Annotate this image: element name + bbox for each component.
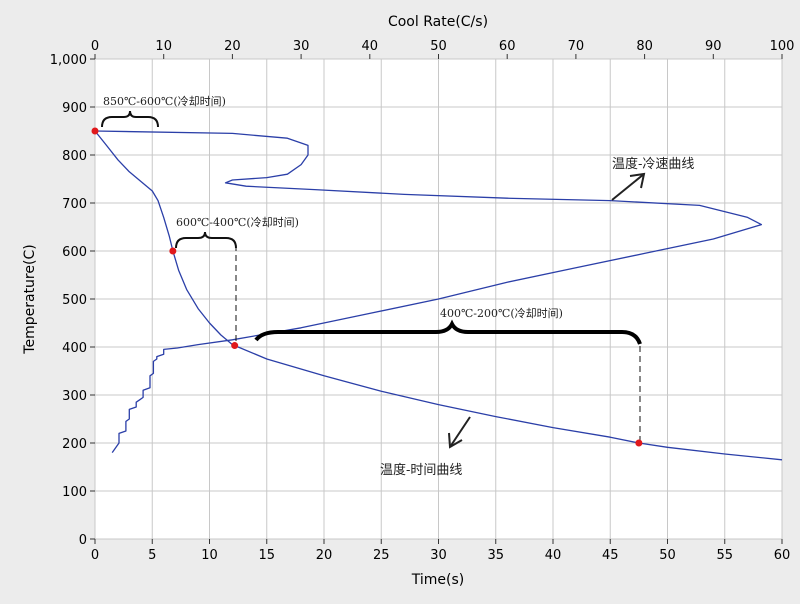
- x-tick-label: 10: [201, 548, 218, 563]
- brace-400-200: [254, 319, 642, 345]
- y-tick-label: 900: [62, 101, 87, 116]
- y-tick-label: 0: [79, 533, 87, 548]
- x2-tick-label: 40: [362, 39, 379, 54]
- x2-tick-label: 90: [705, 39, 722, 54]
- x-tick-label: 60: [774, 548, 791, 563]
- y-tick-label: 500: [62, 293, 87, 308]
- brace-850-600: [101, 110, 159, 128]
- x-tick-label: 30: [430, 548, 447, 563]
- brace-600-400: [175, 231, 237, 249]
- x-tick-label: 20: [316, 548, 333, 563]
- x2-tick-label: 60: [499, 39, 516, 54]
- highlight-point: [91, 127, 99, 135]
- y-axis-title: Temperature(C): [22, 244, 38, 354]
- series-line-temperature-time: [94, 130, 783, 461]
- x2-tick-label: 0: [91, 39, 99, 54]
- arrowhead-time-curve: [448, 432, 463, 449]
- y-tick-label: 400: [62, 341, 87, 356]
- annotation-600-400: 600℃-400℃(冷却时间): [176, 216, 299, 229]
- y-tick-label: 100: [62, 485, 87, 500]
- x-tick-label: 55: [716, 548, 733, 563]
- x2-tick-label: 30: [293, 39, 310, 54]
- x2-tick-label: 50: [430, 39, 447, 54]
- y-tick-label: 200: [62, 437, 87, 452]
- x-tick-label: 0: [91, 548, 99, 563]
- x-tick-label: 5: [148, 548, 156, 563]
- annotation-400-200: 400℃-200℃(冷却时间): [440, 307, 563, 320]
- x-tick-label: 15: [258, 548, 275, 563]
- arrow-time-curve: [449, 416, 471, 448]
- x2-axis-title: Cool Rate(C/s): [388, 14, 488, 30]
- y-tick-label: 1,000: [50, 53, 87, 68]
- y-tick-label: 700: [62, 197, 87, 212]
- x2-tick-label: 80: [636, 39, 653, 54]
- series-line-temperature-coolrate: [94, 130, 763, 453]
- label-time-curve: 温度-时间曲线: [380, 462, 462, 478]
- y-tick-label: 300: [62, 389, 87, 404]
- highlight-point: [231, 342, 239, 350]
- highlight-markers: [91, 127, 643, 447]
- y-tick-label: 600: [62, 245, 87, 260]
- x-tick-label: 25: [373, 548, 390, 563]
- x-tick-label: 40: [545, 548, 562, 563]
- y-tick-label: 800: [62, 149, 87, 164]
- x-tick-label: 45: [602, 548, 619, 563]
- arrow-rate-curve: [611, 173, 645, 201]
- x2-tick-label: 10: [155, 39, 172, 54]
- series-layer: [94, 130, 783, 461]
- x2-tick-label: 20: [224, 39, 241, 54]
- annotation-850-600: 850℃-600℃(冷却时间): [103, 95, 226, 108]
- x-tick-label: 35: [487, 548, 504, 563]
- x-tick-label: 50: [659, 548, 676, 563]
- highlight-point: [635, 439, 643, 447]
- x2-tick-label: 70: [568, 39, 585, 54]
- x2-tick-label: 100: [770, 39, 795, 54]
- label-rate-curve: 温度-冷速曲线: [612, 156, 694, 172]
- highlight-point: [169, 247, 177, 255]
- tick-labels: 0 5 10 15 20 25 30 35 40 45 50 55 600 10 20 30 40 50 60 70 8…: [50, 39, 795, 563]
- x-axis-title: Time(s): [411, 572, 464, 588]
- annotation-guides: [101, 110, 646, 449]
- arrowhead-rate-curve: [629, 172, 646, 189]
